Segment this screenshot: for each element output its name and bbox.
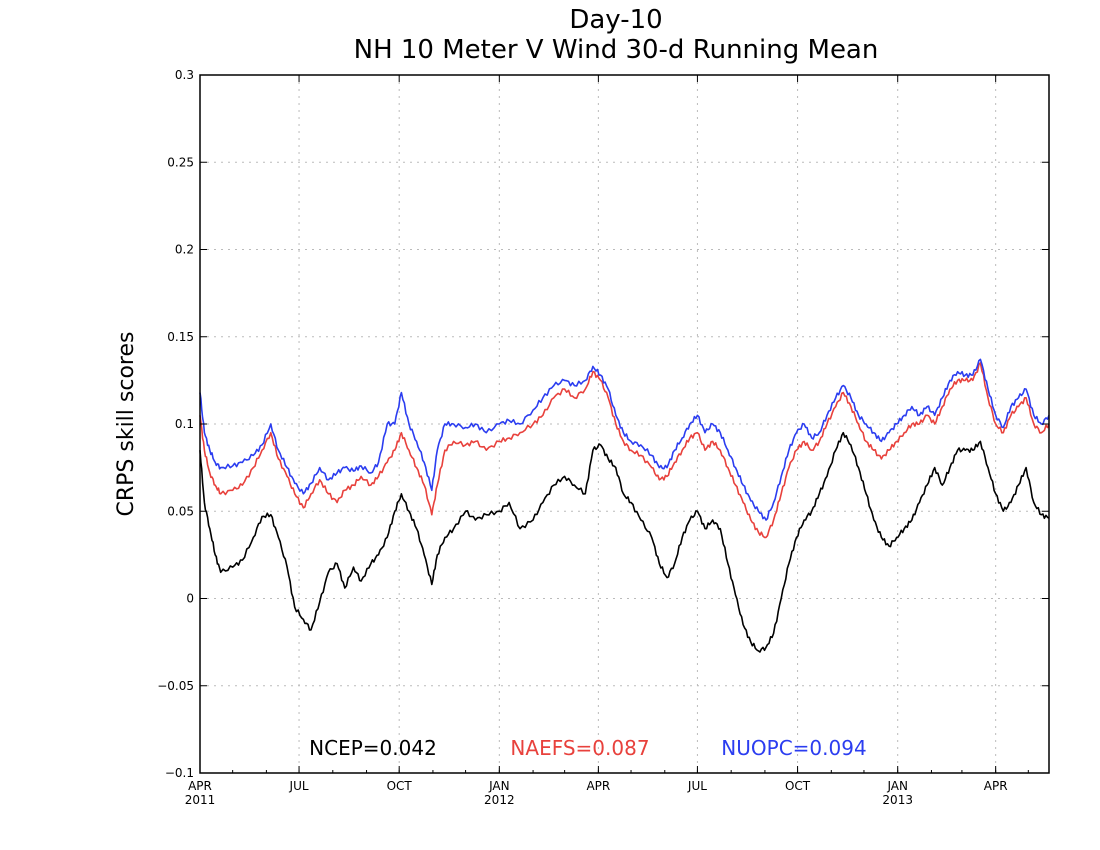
series-line-nuopc: [199, 358, 1050, 521]
legend: NCEP=0.042 NAEFS=0.087 NUOPC=0.094: [309, 736, 867, 760]
x-tick-label: JUL: [687, 779, 707, 793]
chart-title: Day-10: [569, 5, 662, 35]
series-line-ncep: [199, 431, 1050, 653]
y-tick-label: 0.25: [167, 155, 194, 169]
axes: −0.1−0.0500.050.10.150.20.250.3APR2011JU…: [157, 68, 1049, 807]
x-tick-label: APR: [586, 779, 610, 793]
x-tick-label: JUL: [289, 779, 309, 793]
y-tick-label: −0.05: [157, 679, 194, 693]
grid: [200, 75, 1049, 773]
legend-item-naefs: NAEFS=0.087: [510, 736, 649, 760]
x-tick-label: JAN: [488, 779, 510, 793]
y-tick-label: 0.2: [175, 243, 194, 257]
y-axis-label: CRPS skill scores: [114, 332, 139, 517]
chart-subtitle: NH 10 Meter V Wind 30-d Running Mean: [354, 35, 879, 65]
x-tick-year: 2012: [484, 793, 515, 807]
x-tick-label: APR: [188, 779, 212, 793]
y-tick-label: 0.1: [175, 417, 194, 431]
y-tick-label: 0.3: [175, 68, 194, 82]
y-tick-label: 0: [186, 592, 194, 606]
legend-item-nuopc: NUOPC=0.094: [721, 736, 866, 760]
series-line-naefs: [199, 362, 1050, 539]
x-tick-label: OCT: [785, 779, 811, 793]
series-group: [199, 358, 1050, 653]
x-tick-year: 2013: [882, 793, 913, 807]
x-tick-year: 2011: [185, 793, 216, 807]
x-tick-label: APR: [984, 779, 1008, 793]
y-tick-label: −0.1: [165, 766, 194, 780]
x-tick-label: JAN: [886, 779, 908, 793]
x-tick-label: OCT: [387, 779, 413, 793]
legend-item-ncep: NCEP=0.042: [309, 736, 437, 760]
y-tick-label: 0.15: [167, 330, 194, 344]
y-tick-label: 0.05: [167, 504, 194, 518]
